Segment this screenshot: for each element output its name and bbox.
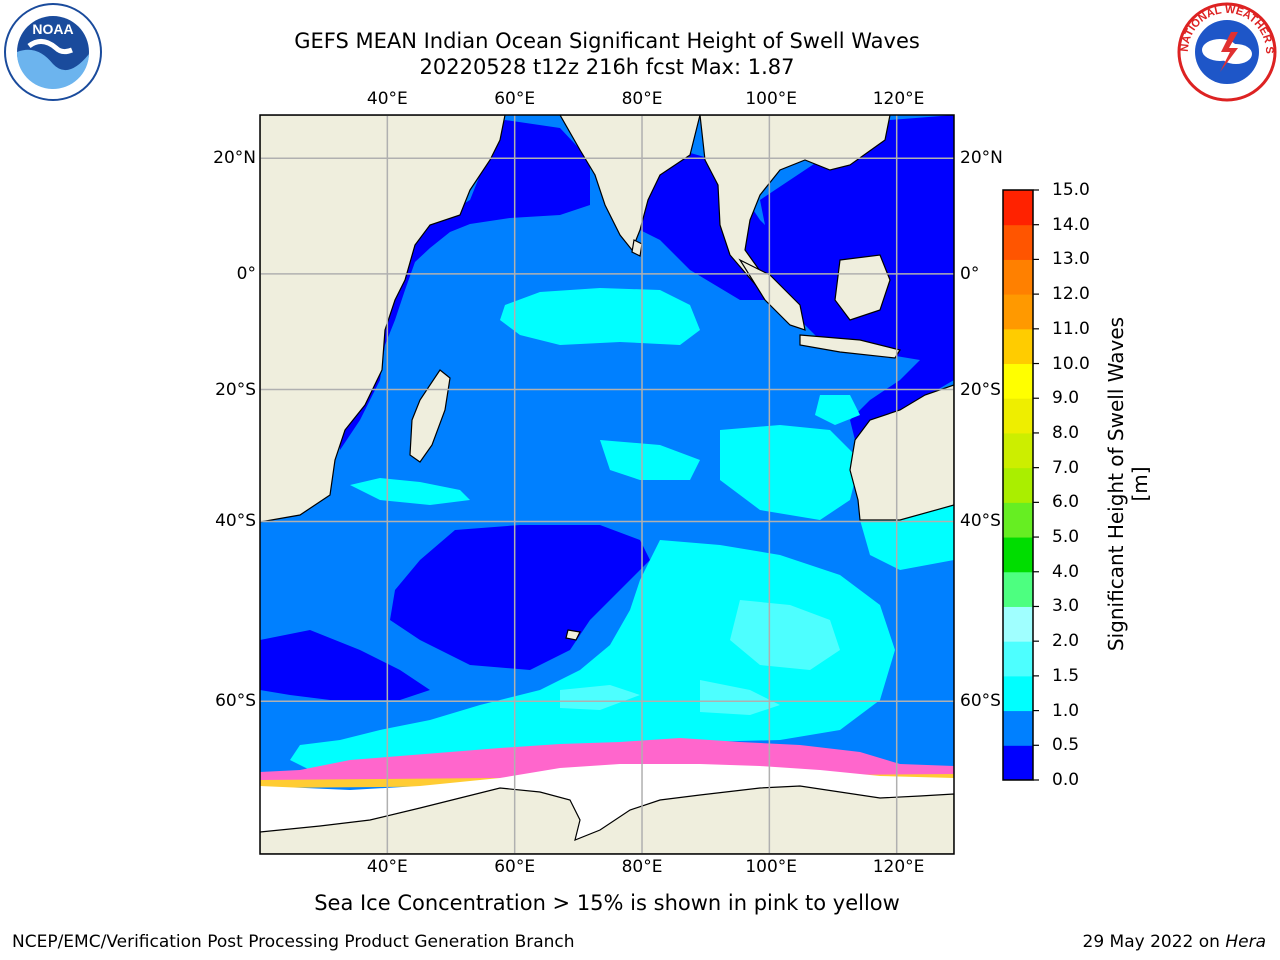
colorbar-segment	[1003, 467, 1033, 503]
sea-ice-note: Sea Ice Concentration > 15% is shown in …	[314, 891, 900, 915]
colorbar-tick-label: 1.5	[1052, 665, 1080, 686]
colorbar-segment	[1003, 710, 1033, 746]
lat-tick-label-left: 20°S	[215, 379, 256, 400]
colorbar-tick-label: 1.0	[1052, 700, 1080, 721]
colorbar-tick-label: 11.0	[1052, 318, 1090, 339]
colorbar-tick-label: 14.0	[1052, 214, 1090, 235]
colorbar-segment	[1003, 259, 1033, 295]
map-grid	[260, 115, 954, 854]
colorbar-tick-label: 0.5	[1052, 735, 1080, 756]
colorbar-tick-label: 6.0	[1052, 492, 1080, 513]
lon-tick-label-bottom: 100°E	[745, 857, 798, 877]
colorbar-segment	[1003, 328, 1033, 365]
colorbar-segment	[1003, 432, 1033, 469]
colorbar-segment	[1003, 190, 1033, 226]
colorbar-tick-label: 4.0	[1052, 561, 1080, 582]
colorbar-segment	[1003, 571, 1033, 607]
colorbar-segment	[1003, 224, 1033, 260]
lon-tick-label-top: 100°E	[745, 89, 798, 109]
lat-tick-label-right: 20°S	[960, 379, 1001, 400]
lat-tick-label-left: 20°N	[213, 148, 256, 169]
colorbar-segment	[1003, 363, 1033, 399]
lon-tick-label-top: 40°E	[366, 89, 408, 109]
lon-tick-label-bottom: 60°E	[494, 857, 536, 877]
colorbar-tick-label: 5.0	[1052, 527, 1080, 548]
colorbar-frame	[1002, 189, 1034, 781]
colorbar-segment	[1003, 537, 1033, 573]
map-area	[260, 115, 954, 854]
colorbar-segment	[1003, 606, 1033, 642]
colorbar-segment	[1003, 675, 1033, 712]
colorbar-tick-label: 13.0	[1052, 249, 1090, 270]
footer-date: 29 May 2022 on Hera	[1082, 932, 1267, 952]
colorbar-tick-label: 8.0	[1052, 422, 1080, 443]
map-subtitle: 20220528 t12z 216h fcst Max: 1.87	[419, 55, 795, 79]
nws-logo: NATIONAL WEATHER SERVICE	[1176, 2, 1277, 102]
swell-high-region	[560, 600, 840, 715]
colorbar-segment	[1003, 398, 1033, 434]
colorbar-tick-label: 9.0	[1052, 388, 1080, 409]
lat-tick-label-right: 20°N	[960, 148, 1003, 169]
map-title: GEFS MEAN Indian Ocean Significant Heigh…	[294, 29, 920, 53]
lon-tick-label-top: 120°E	[872, 89, 925, 109]
colorbar-tick-label: 15.0	[1052, 180, 1090, 200]
colorbar-tick-label: 12.0	[1052, 284, 1090, 305]
colorbar-tick-label: 7.0	[1052, 457, 1080, 478]
map-frame	[259, 114, 955, 855]
footer-credit: NCEP/EMC/Verification Post Processing Pr…	[12, 932, 575, 952]
colorbar-tick-label: 0.0	[1052, 770, 1080, 790]
colorbar-tick-label: 2.0	[1052, 631, 1080, 652]
lon-tick-label-bottom: 120°E	[872, 857, 925, 877]
colorbar-segment	[1003, 502, 1033, 538]
lon-tick-label-top: 60°E	[494, 89, 536, 109]
lon-tick-label-top: 80°E	[621, 89, 663, 109]
lon-tick-label-bottom: 80°E	[621, 857, 663, 877]
noaa-logo-text: NOAA	[32, 21, 73, 37]
lat-tick-label-left: 60°S	[215, 691, 256, 712]
noaa-logo: NOAA	[4, 3, 102, 101]
lat-tick-label-right: 60°S	[960, 691, 1001, 712]
lon-tick-label-bottom: 40°E	[366, 857, 408, 877]
colorbar-segment	[1003, 294, 1033, 330]
colorbar-tick-label: 10.0	[1052, 353, 1090, 374]
colorbar	[1002, 189, 1039, 781]
lat-tick-label-left: 0°	[236, 263, 256, 284]
lat-tick-label-right: 0°	[960, 263, 980, 284]
colorbar-segment	[1003, 641, 1033, 677]
colorbar-segment	[1003, 745, 1033, 781]
colorbar-tick-label: 3.0	[1052, 596, 1080, 617]
lat-tick-label-left: 40°S	[215, 511, 256, 532]
lat-tick-label-right: 40°S	[960, 511, 1001, 532]
colorbar-title: Significant Height of Swell Waves [m]	[1104, 316, 1152, 652]
